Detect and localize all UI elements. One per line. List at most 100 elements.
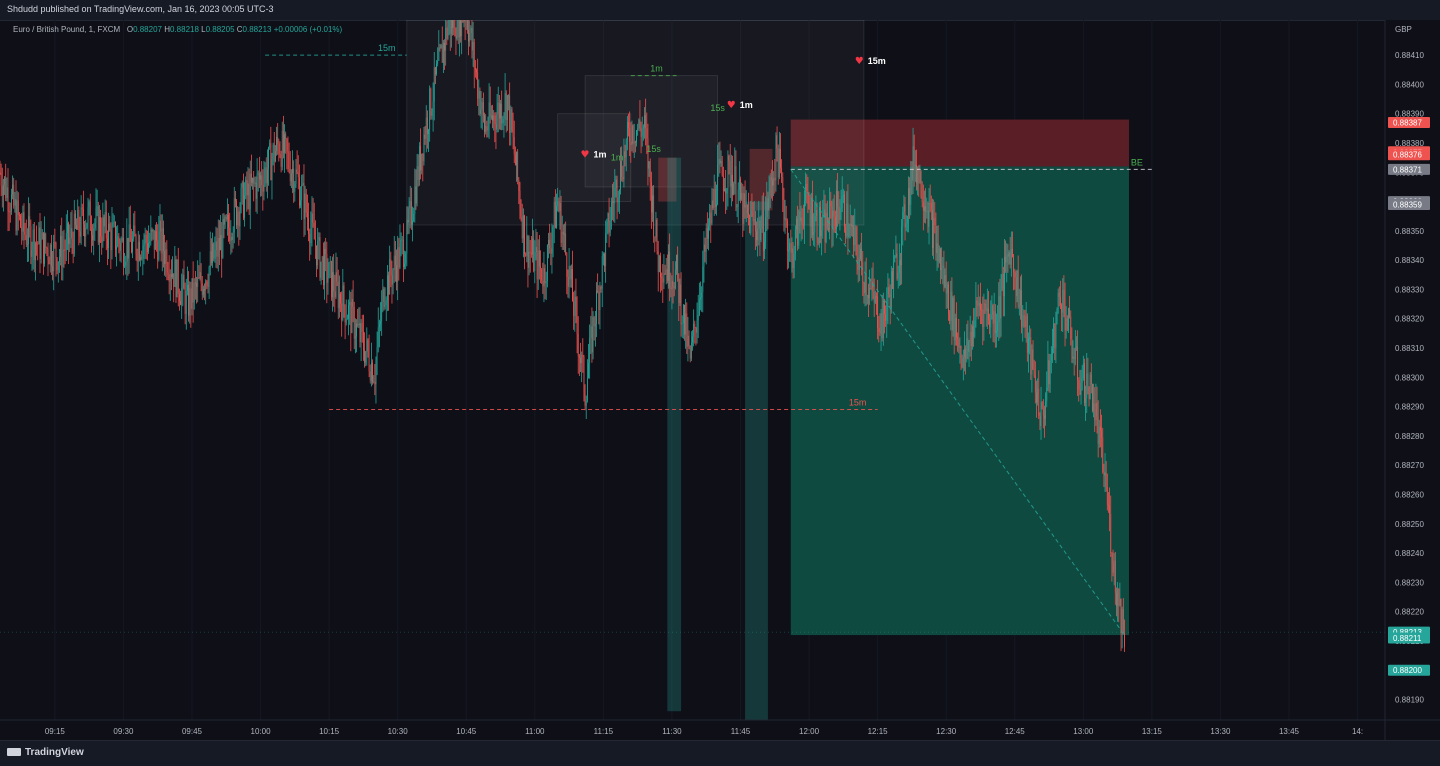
candle-body	[549, 240, 550, 249]
candle-body	[332, 272, 333, 297]
candle-body	[246, 180, 247, 195]
candle-body	[62, 250, 63, 267]
candle-body	[67, 223, 68, 233]
candle-body	[131, 242, 132, 252]
open-value: 0.88207	[133, 25, 162, 34]
candle-body	[545, 268, 546, 283]
price-tick-label: 0.88300	[1395, 373, 1424, 382]
candle-body	[1014, 272, 1015, 277]
candle-body	[827, 213, 828, 228]
candle-body	[141, 257, 142, 258]
candle-body	[171, 274, 172, 277]
price-tick-label: 0.88340	[1395, 256, 1424, 265]
candle-body	[488, 128, 489, 130]
line-label: 15m	[849, 398, 867, 408]
candle-body	[786, 218, 787, 221]
candle-body	[19, 215, 20, 216]
candle-body	[193, 278, 194, 302]
candle-body	[406, 220, 407, 254]
candle-body	[993, 305, 994, 323]
candle-body	[461, 20, 462, 36]
candle-body	[1098, 416, 1099, 443]
line-label: BE	[1131, 157, 1143, 167]
candle-body	[801, 218, 802, 222]
candle-body	[634, 141, 635, 143]
candle-body	[816, 210, 817, 216]
candle-body	[221, 235, 222, 258]
candle-body	[194, 282, 195, 302]
candle-body	[1057, 309, 1058, 322]
candle-body	[1095, 403, 1096, 420]
candle-body	[941, 268, 942, 270]
candle-body	[240, 210, 241, 226]
candle-body	[697, 320, 698, 332]
candle-body	[126, 238, 127, 262]
candle-body	[1089, 393, 1090, 399]
candle-body	[840, 212, 841, 219]
candle-body	[932, 210, 933, 248]
candle-body	[946, 275, 947, 294]
candle-body	[490, 102, 491, 117]
candle-body	[1022, 315, 1023, 326]
candle-body	[1091, 374, 1092, 384]
price-tick-label: 0.88320	[1395, 315, 1424, 324]
candle-body	[379, 324, 380, 327]
candle-body	[178, 259, 179, 293]
candle-body	[561, 203, 562, 243]
candle-body	[1, 173, 2, 186]
candle-body	[785, 218, 786, 219]
tradingview-logo[interactable]: TradingView	[7, 747, 84, 758]
candle-body	[1079, 389, 1080, 394]
candle-body	[448, 26, 449, 39]
candle-body	[613, 202, 614, 204]
candle-body	[293, 169, 294, 192]
candle-body	[1069, 308, 1070, 317]
candle-body	[1054, 324, 1055, 348]
candle-body	[412, 221, 413, 225]
candle-body	[635, 141, 636, 142]
candle-body	[355, 336, 356, 338]
candle-body	[252, 178, 253, 183]
candle-body	[328, 278, 329, 283]
price-tick-label: 0.88220	[1395, 608, 1424, 617]
candle-body	[312, 214, 313, 229]
candle-body	[838, 207, 839, 220]
candle-body	[667, 269, 668, 281]
price-axis[interactable]: GBP0.884100.884000.883900.883800.883700.…	[1385, 20, 1440, 740]
candle-body	[981, 309, 982, 310]
candle-body	[857, 237, 858, 257]
candle-body	[321, 262, 322, 278]
candle-body	[896, 254, 897, 257]
candle-body	[513, 130, 514, 137]
candle-body	[860, 249, 861, 260]
candle-body	[699, 299, 700, 315]
candle-body	[454, 20, 455, 36]
candle-body	[554, 202, 555, 227]
candle-body	[285, 134, 286, 139]
price-tick-label: 0.88270	[1395, 461, 1424, 470]
candle-body	[603, 254, 604, 256]
candle-body	[978, 302, 979, 306]
candle-body	[259, 173, 260, 179]
candle-body	[851, 224, 852, 226]
candle-body	[1110, 514, 1111, 553]
candle-body	[388, 275, 389, 294]
candle-body	[931, 203, 932, 210]
candle-body	[812, 200, 813, 235]
candle-body	[147, 243, 148, 251]
candle-body	[690, 345, 691, 358]
candle-body	[230, 237, 231, 241]
candle-body	[644, 115, 645, 127]
candle-body	[292, 169, 293, 173]
candle-body	[536, 247, 537, 252]
candle-body	[1041, 402, 1042, 426]
candle-body	[304, 183, 305, 219]
candle-body	[920, 171, 921, 183]
candle-body	[233, 233, 234, 240]
candle-body	[466, 20, 467, 22]
candle-body	[97, 206, 98, 208]
candle-body	[187, 285, 188, 291]
candle-body	[516, 152, 517, 165]
